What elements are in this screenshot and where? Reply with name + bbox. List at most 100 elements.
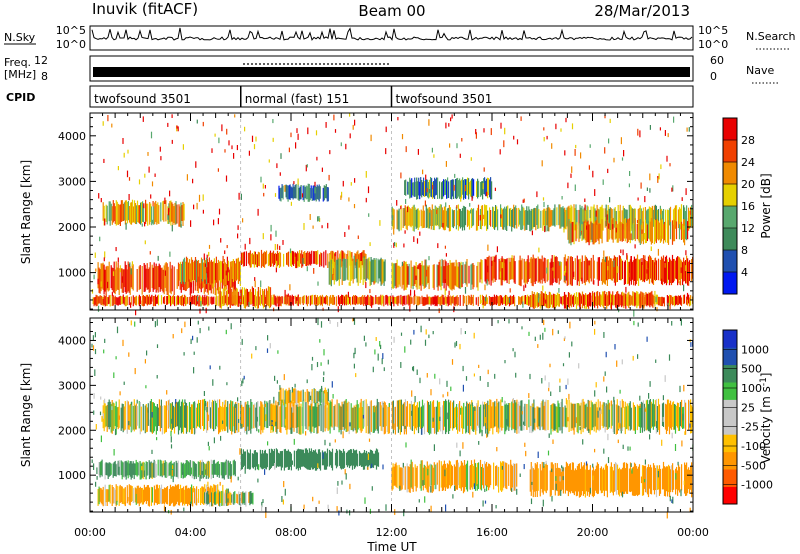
- data-cell: [237, 402, 239, 433]
- data-cell: [645, 468, 648, 493]
- data-cell: [280, 401, 282, 433]
- data-cell: [485, 463, 487, 486]
- noise-search-label: N.Search: [746, 30, 796, 43]
- data-cell: [250, 399, 252, 434]
- data-cell: [112, 295, 114, 306]
- data-cell: [587, 294, 589, 306]
- data-cell: [622, 294, 624, 306]
- data-cell: [456, 459, 458, 490]
- data-cell: [220, 462, 222, 476]
- data-cell: [559, 476, 561, 482]
- data-cell: [108, 484, 110, 502]
- data-cell: [472, 465, 475, 487]
- data-cell: [486, 403, 488, 430]
- data-cell: [411, 404, 413, 431]
- data-cell: [254, 288, 256, 308]
- data-cell: [314, 449, 317, 471]
- data-cell: [109, 484, 111, 504]
- data-cell: [174, 296, 176, 307]
- data-cell: [451, 179, 453, 200]
- data-cell: [313, 268, 315, 274]
- data-cell: [439, 204, 441, 229]
- data-cell: [588, 260, 590, 284]
- data-cell: [460, 261, 462, 288]
- data-cell: [424, 200, 426, 207]
- data-cell: [490, 177, 492, 200]
- data-cell: [122, 488, 124, 504]
- data-cell: [504, 127, 506, 135]
- data-cell: [308, 391, 310, 402]
- data-cell: [199, 460, 201, 479]
- data-cell: [645, 223, 647, 243]
- data-cell: [135, 488, 137, 494]
- data-cell: [401, 404, 403, 426]
- data-cell: [585, 403, 587, 428]
- data-cell: [592, 170, 594, 178]
- data-cell: [323, 185, 325, 201]
- noise-tick-low-right: 10^0: [698, 38, 728, 51]
- data-cell: [293, 450, 295, 467]
- data-cell: [577, 259, 579, 282]
- data-cell: [100, 396, 102, 400]
- data-cell: [403, 402, 405, 435]
- data-cell: [514, 400, 516, 433]
- data-cell: [162, 269, 164, 293]
- data-cell: [486, 279, 488, 286]
- data-cell: [520, 260, 522, 287]
- data-cell: [594, 469, 596, 491]
- data-cell: [151, 219, 154, 224]
- data-cell: [553, 403, 555, 431]
- data-cell: [305, 164, 307, 172]
- data-cell: [556, 292, 558, 306]
- data-cell: [389, 295, 391, 306]
- data-cell: [440, 204, 442, 227]
- data-cell: [537, 297, 540, 303]
- data-cell: [646, 399, 648, 430]
- data-cell: [337, 295, 340, 305]
- data-cell: [383, 401, 385, 435]
- data-cell: [213, 258, 215, 284]
- data-cell: [134, 321, 136, 327]
- data-cell: [619, 400, 621, 431]
- data-cell: [274, 252, 277, 264]
- data-cell: [614, 219, 616, 240]
- data-cell: [318, 216, 320, 222]
- data-cell: [302, 295, 304, 305]
- data-cell: [528, 262, 530, 279]
- data-cell: [208, 326, 210, 331]
- data-cell: [226, 406, 228, 427]
- data-cell: [611, 466, 613, 493]
- data-cell: [331, 250, 333, 264]
- data-cell: [484, 204, 486, 227]
- data-cell: [126, 462, 128, 476]
- frequency-panel: Freq. [MHz] 12 8 60 0 Nave: [4, 54, 778, 84]
- data-cell: [167, 464, 169, 477]
- data-cell: [583, 221, 585, 239]
- data-cell: [535, 258, 537, 282]
- data-cell: [331, 448, 334, 471]
- data-cell: [495, 466, 497, 486]
- data-cell: [594, 221, 596, 243]
- data-cell: [476, 403, 478, 431]
- data-cell: [513, 204, 515, 228]
- data-cell: [465, 295, 467, 307]
- data-cell: [236, 493, 238, 503]
- data-cell: [131, 261, 133, 267]
- data-cell: [221, 261, 223, 289]
- data-cell: [106, 265, 108, 290]
- data-cell: [297, 251, 299, 267]
- colorbar-swatch: [723, 272, 737, 295]
- data-cell: [393, 466, 395, 486]
- data-cell: [305, 448, 307, 469]
- data-cell: [327, 187, 329, 202]
- data-cell: [685, 211, 687, 226]
- data-cell: [495, 205, 497, 228]
- data-cell: [563, 295, 565, 305]
- data-cell: [636, 468, 639, 497]
- data-cell: [397, 210, 399, 230]
- data-cell: [358, 297, 360, 305]
- data-cell: [453, 184, 455, 191]
- data-cell: [458, 403, 460, 431]
- data-cell: [121, 200, 123, 222]
- data-cell: [211, 261, 213, 284]
